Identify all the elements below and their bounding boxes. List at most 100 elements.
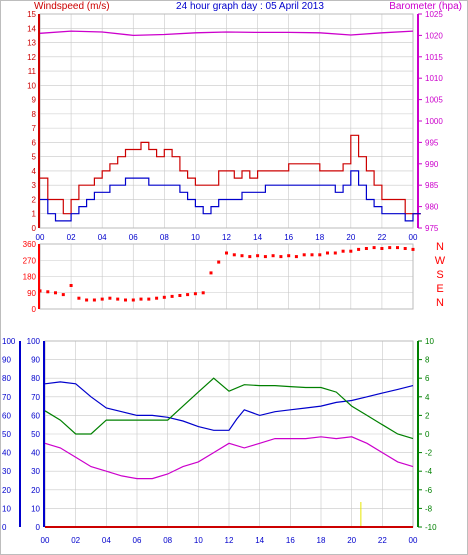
wind-x-tick: 20 [346, 233, 355, 242]
wind-x-tick: 12 [222, 233, 231, 242]
humidity-axis-tick: 100 [27, 337, 41, 346]
lower-x-tick: 12 [225, 536, 234, 545]
wind-axis-tick: 8 [32, 110, 37, 119]
temperature-axis-tick: 0 [425, 430, 430, 439]
direction-point [349, 249, 353, 253]
direction-point [364, 247, 368, 250]
rainfall-axis-tick: 80 [2, 374, 11, 383]
wind-axis-tick: 14 [27, 24, 36, 33]
direction-point [333, 251, 337, 255]
barometer-axis-tick: 1020 [425, 31, 443, 40]
direction-point [240, 254, 244, 258]
lower-x-tick: 16 [286, 536, 295, 545]
humidity-axis-tick: 30 [31, 467, 40, 476]
direction-point [326, 251, 329, 255]
lower-x-tick: 20 [347, 536, 356, 545]
wind-x-tick: 08 [160, 233, 169, 242]
direction-point [46, 290, 50, 294]
rainfall-axis-tick: 90 [2, 356, 11, 365]
wind-axis-tick: 13 [27, 39, 36, 48]
temperature-axis-tick: 8 [425, 356, 430, 365]
wind-axis-tick: 0 [32, 224, 37, 233]
rainfall-axis-tick: 60 [2, 411, 11, 420]
humidity-axis-tick: 50 [31, 430, 40, 439]
barometer-title: Barometer (hpa) [389, 1, 462, 12]
temperature-axis-tick: 4 [425, 393, 430, 402]
barometer-series-line [39, 30, 414, 37]
wind-x-tick: 16 [284, 233, 293, 242]
humidity-axis-tick: 40 [31, 449, 40, 458]
rainfall-axis-tick: 10 [2, 504, 11, 513]
direction-point [100, 297, 104, 301]
rainfall-axis-tick: 50 [2, 430, 11, 439]
direction-point [279, 255, 283, 259]
direction-point [287, 254, 291, 258]
compass-label: N [436, 297, 444, 309]
wind-axis-tick: 7 [32, 124, 37, 133]
temperature-series-line [44, 377, 414, 440]
direction-point [256, 254, 260, 258]
barometer-axis-tick: 980 [425, 203, 439, 212]
wind-axis-tick: 10 [27, 81, 36, 90]
wind-x-tick: 00 [36, 233, 45, 242]
wind-axis-tick: 1 [32, 210, 37, 219]
compass-label: S [436, 269, 443, 281]
direction-point [263, 255, 267, 259]
direction-point [294, 255, 298, 259]
temperature-axis-tick: 10 [425, 337, 434, 346]
barometer-axis-tick: 975 [425, 224, 439, 233]
humidity-axis-tick: 70 [31, 393, 40, 402]
lower-x-tick: 00 [41, 536, 50, 545]
direction-point [178, 294, 182, 297]
direction-point [232, 253, 236, 257]
direction-point [186, 293, 190, 297]
wind-x-tick: 04 [98, 233, 107, 242]
direction-point [131, 298, 135, 302]
barometer-axis-tick: 1010 [425, 74, 443, 83]
direction-point [162, 295, 166, 299]
humidity-series-line [44, 381, 414, 431]
compass-label: E [436, 283, 443, 295]
average-wind-series-line [40, 170, 421, 222]
wind-x-tick: 00 [409, 233, 418, 242]
temperature-axis-tick: 6 [425, 374, 430, 383]
direction-point [155, 296, 159, 300]
direction-point [85, 298, 89, 302]
lower-x-tick: 02 [71, 536, 80, 545]
direction-point [248, 255, 252, 259]
barometer-axis-tick: 1015 [425, 53, 443, 62]
direction-point [217, 260, 221, 264]
direction-axis-tick: 90 [27, 289, 36, 298]
direction-point [341, 249, 345, 253]
humidity-axis-tick: 10 [31, 504, 40, 513]
barometer-axis-tick: 1025 [425, 10, 443, 19]
barometer-axis-tick: 1000 [425, 117, 443, 126]
temperature-axis-tick: -4 [425, 467, 433, 476]
humidity-axis-tick: 60 [31, 411, 40, 420]
humidity-axis-tick: 80 [31, 374, 40, 383]
direction-point [69, 284, 73, 287]
rainfall-axis-tick: 30 [2, 467, 11, 476]
temperature-axis-tick: -8 [425, 504, 433, 513]
wind-axis-tick: 5 [32, 153, 37, 162]
wind-axis-tick: 2 [32, 195, 37, 204]
barometer-axis-tick: 990 [425, 160, 439, 169]
direction-axis-tick: 180 [23, 273, 37, 282]
temperature-axis-tick: -2 [425, 449, 433, 458]
direction-point [209, 271, 213, 275]
direction-point [388, 246, 392, 250]
windspeed-title: Windspeed (m/s) [34, 1, 110, 12]
lower-x-tick: 08 [163, 536, 172, 545]
lower-x-tick: 00 [409, 536, 418, 545]
wind-axis-tick: 4 [32, 167, 37, 176]
rainfall-axis-tick: 70 [2, 393, 11, 402]
wind-axis-tick: 12 [27, 53, 36, 62]
direction-axis-tick: 360 [23, 240, 37, 249]
rainfall-axis-tick: 100 [2, 337, 16, 346]
wind-axis-tick: 9 [32, 96, 37, 105]
direction-point [108, 296, 112, 300]
direction-axis-tick: 0 [32, 305, 37, 314]
temperature-axis-tick: -10 [425, 523, 437, 532]
lower-x-tick: 22 [378, 536, 387, 545]
